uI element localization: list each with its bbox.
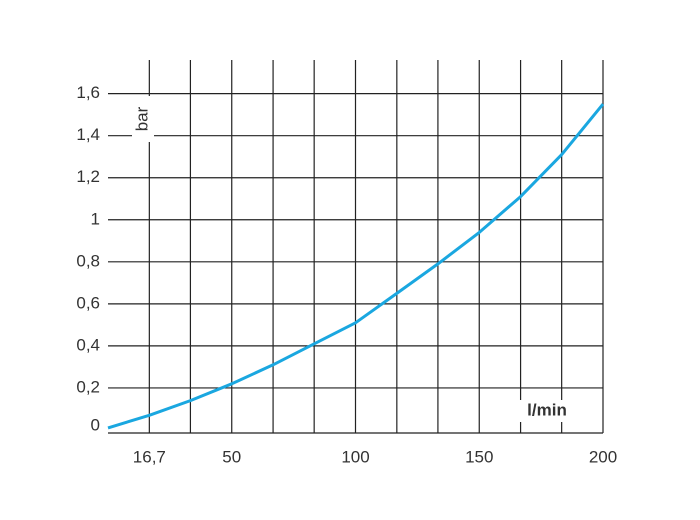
x-tick-label: 50 — [222, 447, 241, 466]
label-bg — [132, 96, 154, 142]
x-axis-label: l/min — [527, 400, 567, 419]
y-tick-label: 0,6 — [76, 293, 100, 312]
y-tick-label: 0,4 — [76, 335, 100, 354]
y-axis-label: bar — [132, 106, 151, 131]
label-bg — [516, 400, 578, 422]
data-line — [107, 103, 605, 430]
y-tick-label: 1,6 — [76, 83, 100, 102]
y-tick-label: 0,2 — [76, 377, 100, 396]
x-tick-label: 150 — [465, 447, 493, 466]
y-tick-label: 0 — [91, 415, 100, 434]
y-tick-label: 1,4 — [76, 125, 100, 144]
x-tick-label: 200 — [589, 447, 617, 466]
y-tick-label: 1,2 — [76, 167, 100, 186]
y-tick-label: 0,8 — [76, 251, 100, 270]
x-tick-label: 16,7 — [133, 447, 166, 466]
y-tick-label: 1 — [91, 209, 100, 228]
x-tick-label: 100 — [341, 447, 369, 466]
